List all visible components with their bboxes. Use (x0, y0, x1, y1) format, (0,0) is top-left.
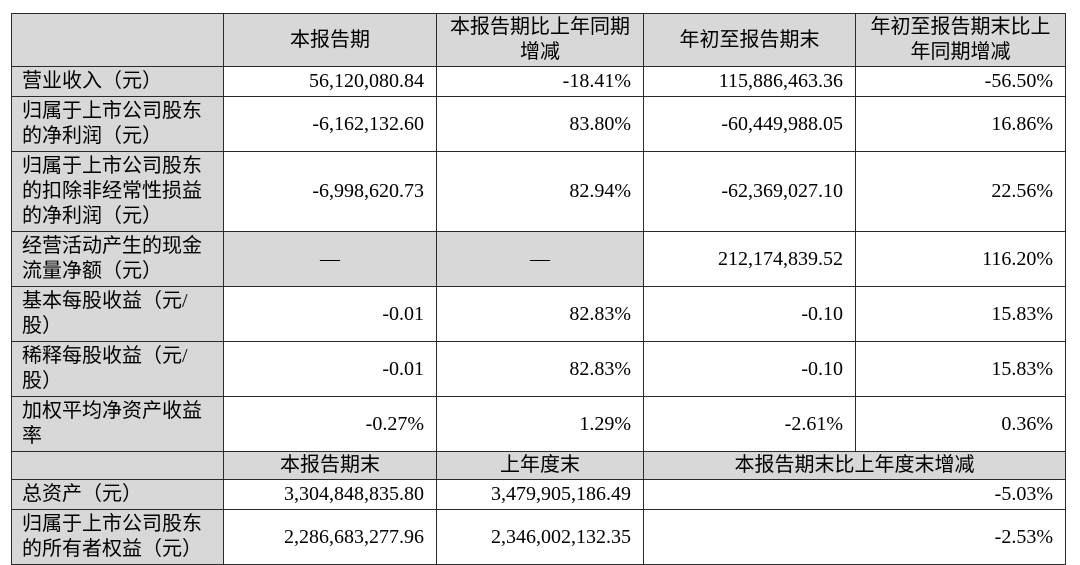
table-row-total-assets: 总资产（元） 3,304,848,835.80 3,479,905,186.49… (11, 479, 1066, 510)
value-cell: 82.83% (436, 341, 644, 397)
col-header-end-vs-prior-year-change: 本报告期末比上年度末增减 (643, 451, 1066, 480)
value-cell: 3,479,905,186.49 (436, 479, 644, 510)
table-row-weighted-avg-roe: 加权平均净资产收益率 -0.27% 1.29% -2.61% 0.36% (11, 396, 1066, 452)
value-cell: -0.01 (223, 286, 437, 342)
value-cell: 82.83% (436, 286, 644, 342)
value-cell: -62,369,027.10 (643, 151, 856, 232)
value-cell: 83.80% (436, 96, 644, 152)
row-label-weighted-avg-roe: 加权平均净资产收益率 (11, 396, 224, 452)
col-header-year-to-date: 年初至报告期末 (643, 13, 856, 67)
table-row-operating-revenue: 营业收入（元） 56,120,080.84 -18.41% 115,886,46… (11, 66, 1066, 97)
value-cell: -60,449,988.05 (643, 96, 856, 152)
value-cell: 116.20% (855, 231, 1066, 287)
report-page: 本报告期 本报告期比上年同期增减 年初至报告期末 年初至报告期末比上年同期增减 … (11, 13, 1066, 565)
empty-corner-cell (11, 451, 224, 480)
row-label-equity-attributable: 归属于上市公司股东的所有者权益（元） (11, 509, 224, 565)
value-cell: 82.94% (436, 151, 644, 232)
value-cell: -6,998,620.73 (223, 151, 437, 232)
table-row-equity-attributable: 归属于上市公司股东的所有者权益（元） 2,286,683,277.96 2,34… (11, 509, 1066, 565)
value-cell: 212,174,839.52 (643, 231, 856, 287)
row-label-basic-eps: 基本每股收益（元/股） (11, 286, 224, 342)
col-header-end-of-period: 本报告期末 (223, 451, 437, 480)
dash-cell: — (223, 231, 437, 287)
value-cell: -0.10 (643, 286, 856, 342)
dash-cell: — (436, 231, 644, 287)
row-label-diluted-eps: 稀释每股收益（元/股） (11, 341, 224, 397)
value-cell: -18.41% (436, 66, 644, 97)
table-row-net-profit-excl-nonrecurring: 归属于上市公司股东的扣除非经常性损益的净利润（元） -6,998,620.73 … (11, 151, 1066, 232)
row-label-operating-cash-flow: 经营活动产生的现金流量净额（元） (11, 231, 224, 287)
col-header-current-period-yoy-change: 本报告期比上年同期增减 (436, 13, 644, 67)
value-cell: -0.10 (643, 341, 856, 397)
value-cell: 2,286,683,277.96 (223, 509, 437, 565)
value-cell: 56,120,080.84 (223, 66, 437, 97)
main-header-row: 本报告期 本报告期比上年同期增减 年初至报告期末 年初至报告期末比上年同期增减 (11, 13, 1066, 67)
value-cell: -2.53% (643, 509, 1066, 565)
value-cell: -2.61% (643, 396, 856, 452)
table-row-net-profit-attributable: 归属于上市公司股东的净利润（元） -6,162,132.60 83.80% -6… (11, 96, 1066, 152)
empty-corner-cell (11, 13, 224, 67)
table-row-diluted-eps: 稀释每股收益（元/股） -0.01 82.83% -0.10 15.83% (11, 341, 1066, 397)
col-header-year-to-date-yoy-change: 年初至报告期末比上年同期增减 (855, 13, 1066, 67)
financial-summary-table: 本报告期 本报告期比上年同期增减 年初至报告期末 年初至报告期末比上年同期增减 … (11, 13, 1066, 565)
value-cell: -56.50% (855, 66, 1066, 97)
value-cell: 0.36% (855, 396, 1066, 452)
value-cell: 1.29% (436, 396, 644, 452)
table-row-basic-eps: 基本每股收益（元/股） -0.01 82.83% -0.10 15.83% (11, 286, 1066, 342)
row-label-net-profit-attributable: 归属于上市公司股东的净利润（元） (11, 96, 224, 152)
value-cell: -5.03% (643, 479, 1066, 510)
col-header-current-period: 本报告期 (223, 13, 437, 67)
value-cell: 15.83% (855, 341, 1066, 397)
table-row-operating-cash-flow: 经营活动产生的现金流量净额（元） — — 212,174,839.52 116.… (11, 231, 1066, 287)
value-cell: 22.56% (855, 151, 1066, 232)
value-cell: 3,304,848,835.80 (223, 479, 437, 510)
value-cell: 15.83% (855, 286, 1066, 342)
row-label-operating-revenue: 营业收入（元） (11, 66, 224, 97)
row-label-total-assets: 总资产（元） (11, 479, 224, 510)
col-header-end-of-prior-year: 上年度末 (436, 451, 644, 480)
row-label-net-profit-excl-nonrecurring: 归属于上市公司股东的扣除非经常性损益的净利润（元） (11, 151, 224, 232)
value-cell: -0.01 (223, 341, 437, 397)
value-cell: -0.27% (223, 396, 437, 452)
value-cell: 16.86% (855, 96, 1066, 152)
value-cell: 2,346,002,132.35 (436, 509, 644, 565)
value-cell: -6,162,132.60 (223, 96, 437, 152)
balance-header-row: 本报告期末 上年度末 本报告期末比上年度末增减 (11, 451, 1066, 480)
value-cell: 115,886,463.36 (643, 66, 856, 97)
